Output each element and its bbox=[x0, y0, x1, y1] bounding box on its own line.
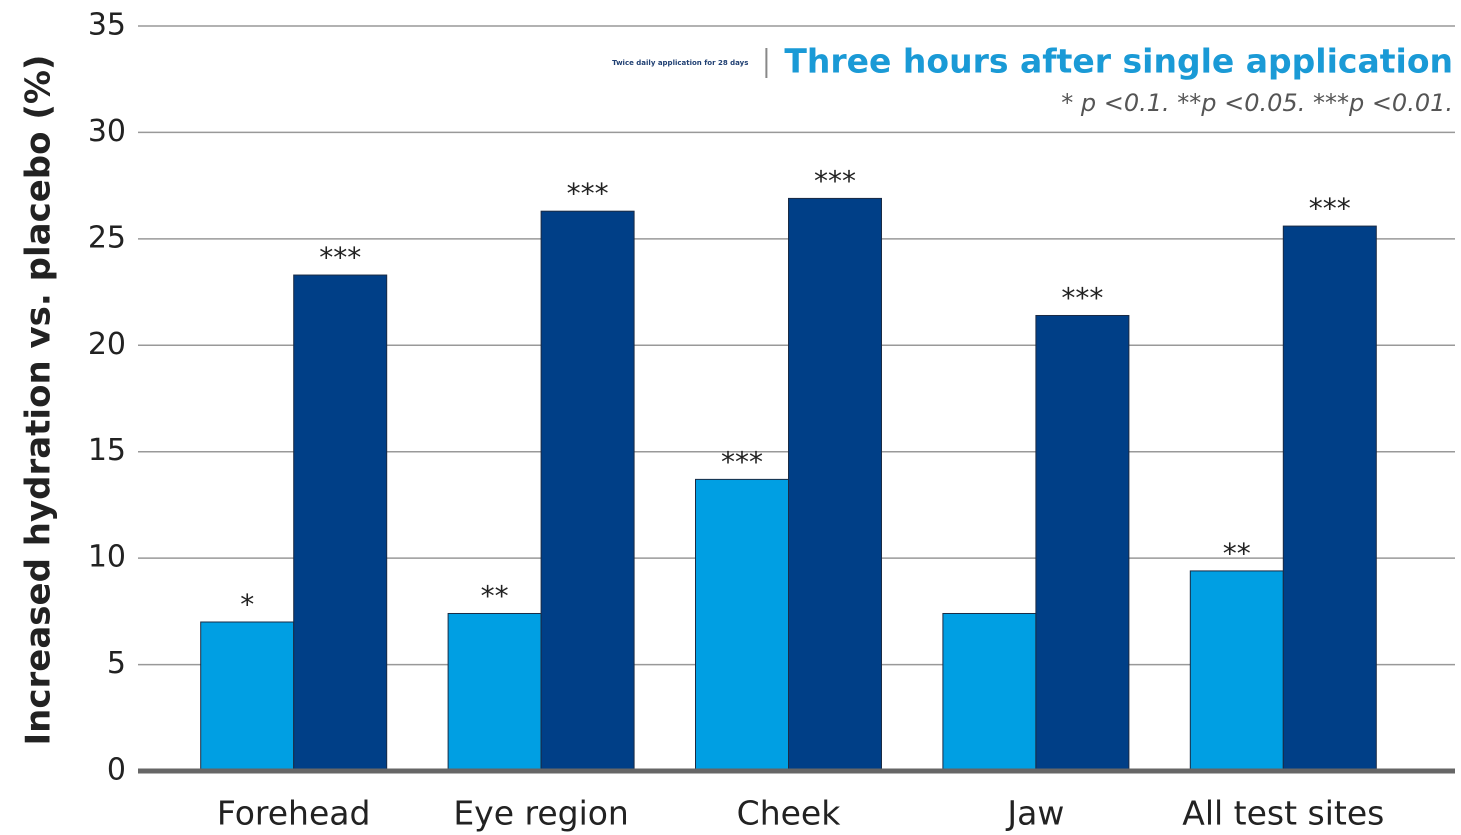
bar bbox=[447, 612, 542, 772]
value-label: *** bbox=[814, 164, 856, 197]
y-tick-label: 35 bbox=[88, 8, 126, 43]
bar bbox=[1035, 314, 1130, 772]
value-label: *** bbox=[1309, 192, 1351, 225]
bar bbox=[942, 612, 1037, 772]
value-label: *** bbox=[567, 177, 609, 210]
value-label: * bbox=[240, 588, 254, 621]
bar bbox=[200, 621, 295, 772]
bar bbox=[293, 274, 388, 772]
y-tick-label: 15 bbox=[88, 433, 126, 468]
x-tick-label: Cheek bbox=[737, 794, 842, 833]
bar bbox=[788, 197, 882, 772]
y-tick-label: 25 bbox=[88, 220, 126, 255]
y-axis-label: Increased hydration vs. placebo (%) bbox=[19, 55, 59, 746]
value-label: ** bbox=[481, 579, 509, 612]
y-tick-label: 30 bbox=[88, 114, 126, 149]
legend-label: Twice daily application for 28 days bbox=[612, 59, 748, 67]
x-tick-label: Jaw bbox=[1005, 794, 1064, 833]
x-tick-label: All test sites bbox=[1182, 794, 1384, 833]
y-tick-label: 10 bbox=[88, 540, 126, 575]
bar bbox=[695, 478, 789, 772]
note: * p <0.1. **p <0.05. ***p <0.01. bbox=[1061, 89, 1453, 117]
legend-label: Three hours after single application bbox=[784, 42, 1453, 81]
y-tick-label: 5 bbox=[107, 646, 126, 681]
value-label: *** bbox=[319, 241, 361, 274]
bar bbox=[1282, 225, 1377, 772]
bar bbox=[1189, 570, 1284, 772]
x-tick-label: Forehead bbox=[217, 794, 371, 833]
value-label: *** bbox=[1061, 281, 1103, 314]
y-tick-label: 0 bbox=[107, 753, 126, 788]
bar bbox=[540, 210, 635, 772]
value-label: *** bbox=[721, 445, 763, 478]
x-tick-label: Eye region bbox=[453, 794, 629, 833]
y-tick-label: 20 bbox=[88, 327, 126, 362]
value-label: ** bbox=[1223, 537, 1251, 570]
